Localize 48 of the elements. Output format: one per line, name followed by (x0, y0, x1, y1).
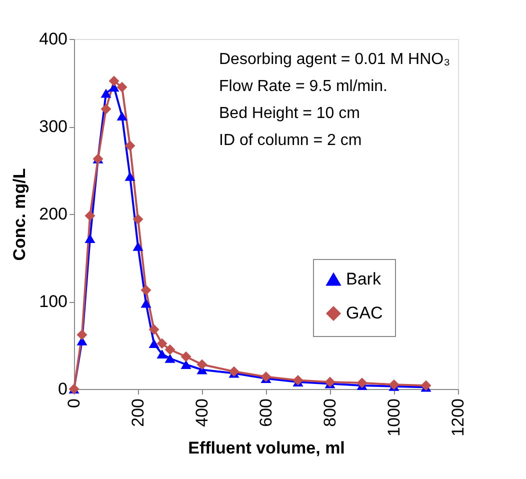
x-tick-label: 400 (192, 398, 212, 427)
point (164, 354, 176, 363)
point (324, 376, 336, 388)
annotation: Flow Rate = 9.5 ml/min. (219, 78, 388, 95)
point (140, 284, 152, 296)
annotation: Desorbing agent = 0.01 M HNO₃ (219, 51, 450, 68)
x-tick-label: 1000 (384, 398, 404, 436)
point (100, 104, 112, 114)
point (180, 360, 192, 370)
x-tick-label: 600 (256, 398, 276, 427)
point (124, 172, 136, 181)
y-tick-label: 400 (39, 30, 68, 48)
point (164, 344, 176, 355)
x-tick-label: 800 (320, 398, 340, 427)
point (148, 338, 160, 348)
point (132, 242, 144, 251)
y-tick-label: 0 (58, 380, 68, 398)
point (356, 378, 368, 388)
point (124, 140, 136, 151)
point (84, 234, 96, 244)
point (228, 366, 240, 377)
x-tick-label: 200 (128, 398, 148, 427)
point (84, 210, 96, 221)
point (116, 82, 128, 92)
annotation: ID of column = 2 cm (219, 132, 362, 149)
point (148, 324, 160, 335)
x-tick-label: 0 (64, 398, 84, 408)
point (76, 330, 88, 340)
y-tick-label: 200 (39, 204, 68, 224)
point (100, 88, 112, 98)
point (132, 214, 144, 224)
x-axis-title: Effluent volume, ml (188, 438, 345, 458)
point (116, 111, 128, 121)
point (196, 359, 208, 370)
point (388, 379, 400, 390)
x-tick-label: 1200 (448, 398, 468, 436)
point (180, 351, 192, 362)
legend-label: Bark (346, 270, 382, 288)
y-tick-label: 300 (39, 117, 68, 136)
point (156, 349, 168, 359)
point (108, 76, 120, 86)
point (140, 298, 152, 308)
point (156, 338, 168, 349)
legend-label: GAC (346, 304, 383, 322)
y-tick-label: 100 (39, 292, 68, 311)
y-axis-title: Conc. mg/L (10, 168, 30, 261)
point (420, 380, 432, 391)
annotation: Bed Height = 10 cm (219, 105, 360, 122)
